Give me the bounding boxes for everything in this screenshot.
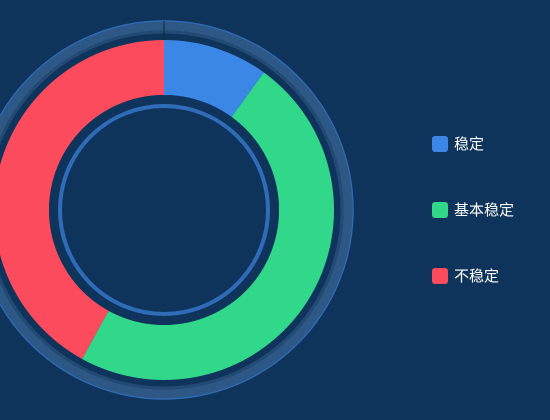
legend-swatch-unstable <box>432 268 448 284</box>
chart-legend: 稳定 基本稳定 不稳定 <box>432 132 514 330</box>
slice-stable <box>164 40 264 117</box>
legend-label-unstable: 不稳定 <box>454 267 500 285</box>
chart-decoration <box>0 20 354 400</box>
legend-swatch-basically-stable <box>432 202 448 218</box>
slice-basically-stable <box>82 72 335 381</box>
legend-item-unstable[interactable]: 不稳定 <box>432 264 514 288</box>
legend-item-basically-stable[interactable]: 基本稳定 <box>432 198 514 222</box>
legend-swatch-stable <box>432 136 448 152</box>
slice-unstable <box>0 40 164 359</box>
legend-label-stable: 稳定 <box>454 135 485 153</box>
donut-hole <box>49 95 279 325</box>
inner-ring <box>58 104 270 316</box>
chart-slices <box>0 40 335 381</box>
legend-item-stable[interactable]: 稳定 <box>432 132 514 156</box>
legend-label-basically-stable: 基本稳定 <box>454 201 515 219</box>
chart-inner-decoration <box>49 95 279 325</box>
